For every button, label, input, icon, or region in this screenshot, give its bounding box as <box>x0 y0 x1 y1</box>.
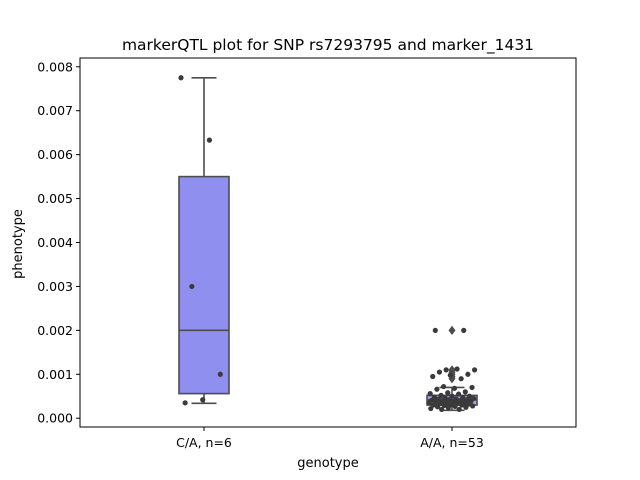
data-point <box>430 373 436 380</box>
data-point <box>182 400 188 406</box>
data-point <box>432 327 438 333</box>
data-point <box>461 327 467 333</box>
x-tick-label: C/A, n=6 <box>176 435 232 450</box>
x-axis-label: genotype <box>297 456 358 471</box>
data-point <box>439 406 445 413</box>
chart-title: markerQTL plot for SNP rs7293795 and mar… <box>122 36 534 55</box>
data-point <box>463 404 469 410</box>
data-point <box>445 405 451 411</box>
y-tick-label: 0.001 <box>37 367 73 382</box>
data-point <box>427 391 433 397</box>
y-tick-label: 0.006 <box>37 147 73 162</box>
data-point <box>434 404 441 410</box>
data-point <box>451 385 458 391</box>
y-tick-label: 0.003 <box>37 279 73 294</box>
data-point <box>469 384 475 391</box>
data-point <box>428 405 434 412</box>
outlier-marker <box>448 325 456 336</box>
data-point <box>438 392 444 398</box>
y-axis-label: phenotype <box>11 209 26 279</box>
data-point <box>178 75 184 81</box>
y-tick-label: 0.007 <box>37 103 73 118</box>
data-point <box>447 372 453 378</box>
data-point <box>440 383 447 390</box>
data-point <box>458 376 464 382</box>
y-tick-label: 0.002 <box>37 323 73 338</box>
data-point <box>454 366 460 372</box>
data-point <box>445 390 451 396</box>
box-body <box>178 175 230 395</box>
plot-area: 0.000 0.001 0.002 0.003 0.004 0.005 0.006 0.007… <box>37 59 484 450</box>
data-point <box>459 402 465 408</box>
data-point <box>436 369 443 375</box>
y-tick-label: 0.005 <box>37 191 73 206</box>
data-point <box>465 371 471 377</box>
data-point <box>456 391 462 397</box>
data-point <box>471 367 478 373</box>
data-point <box>462 389 468 395</box>
y-tick-label: 0.004 <box>37 235 73 250</box>
data-point <box>470 403 476 409</box>
data-point <box>452 403 458 409</box>
data-point <box>434 386 440 392</box>
data-point <box>206 137 213 143</box>
data-point <box>441 402 447 409</box>
y-tick-label: 0.008 <box>37 59 73 74</box>
data-point <box>217 371 223 377</box>
data-point <box>200 397 206 403</box>
axes-frame <box>79 57 577 428</box>
data-point <box>443 367 449 373</box>
x-tick-label: A/A, n=53 <box>420 435 484 450</box>
y-tick-label: 0.000 <box>37 411 73 426</box>
data-point <box>456 406 462 413</box>
data-point <box>426 400 432 406</box>
data-point <box>189 283 195 290</box>
